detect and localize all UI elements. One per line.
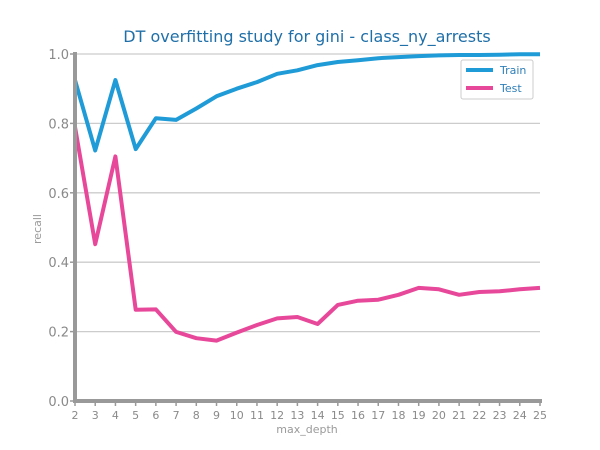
chart-title: DT overfitting study for gini - class_ny… xyxy=(123,27,490,47)
x-tick-label: 24 xyxy=(513,409,527,422)
x-tick-label: 10 xyxy=(230,409,244,422)
x-tick-label: 7 xyxy=(173,409,180,422)
x-tick-label: 8 xyxy=(193,409,200,422)
y-tick-label: 0.8 xyxy=(48,117,69,132)
x-tick-label: 20 xyxy=(432,409,446,422)
series-line-train xyxy=(73,52,540,153)
axes xyxy=(73,52,542,403)
x-tick-labels: 2 3 4 5 6 7 8 9 10 11 12 13 14 15 16 17 18 19 20 21 22 23 24 25 xyxy=(72,401,547,422)
legend: Train Test xyxy=(460,59,534,100)
series-lines xyxy=(73,52,541,343)
grid-lines xyxy=(75,53,540,402)
x-tick-label: 19 xyxy=(412,409,426,422)
y-tick-label: 0.4 xyxy=(48,256,69,271)
x-tick-label: 11 xyxy=(250,409,264,422)
x-tick-label: 5 xyxy=(132,409,139,422)
x-tick-label: 21 xyxy=(452,409,466,422)
x-tick-label: 6 xyxy=(152,409,159,422)
x-tick-label: 23 xyxy=(493,409,507,422)
y-axis-label: recall xyxy=(31,214,44,244)
x-tick-label: 25 xyxy=(533,409,547,422)
y-tick-label: 0.0 xyxy=(48,395,69,410)
legend-label-train: Train xyxy=(499,64,526,77)
x-tick-label: 13 xyxy=(290,409,304,422)
series-line-test xyxy=(73,126,541,343)
x-tick-label: 17 xyxy=(371,409,385,422)
x-tick-label: 14 xyxy=(311,409,325,422)
x-tick-label: 16 xyxy=(351,409,365,422)
x-tick-label: 15 xyxy=(331,409,345,422)
x-tick-label: 2 xyxy=(72,409,79,422)
x-axis-label: max_depth xyxy=(276,423,338,436)
y-tick-label: 0.2 xyxy=(48,326,69,341)
legend-label-test: Test xyxy=(499,82,522,95)
x-tick-label: 4 xyxy=(112,409,119,422)
x-tick-label: 3 xyxy=(92,409,99,422)
x-tick-label: 9 xyxy=(213,409,220,422)
x-tick-label: 18 xyxy=(391,409,405,422)
x-tick-label: 22 xyxy=(472,409,486,422)
y-tick-labels: 0.0 0.2 0.4 0.6 0.8 1.0 xyxy=(48,48,75,410)
y-tick-label: 0.6 xyxy=(48,187,69,202)
x-tick-label: 12 xyxy=(270,409,284,422)
y-tick-label: 1.0 xyxy=(48,48,69,63)
